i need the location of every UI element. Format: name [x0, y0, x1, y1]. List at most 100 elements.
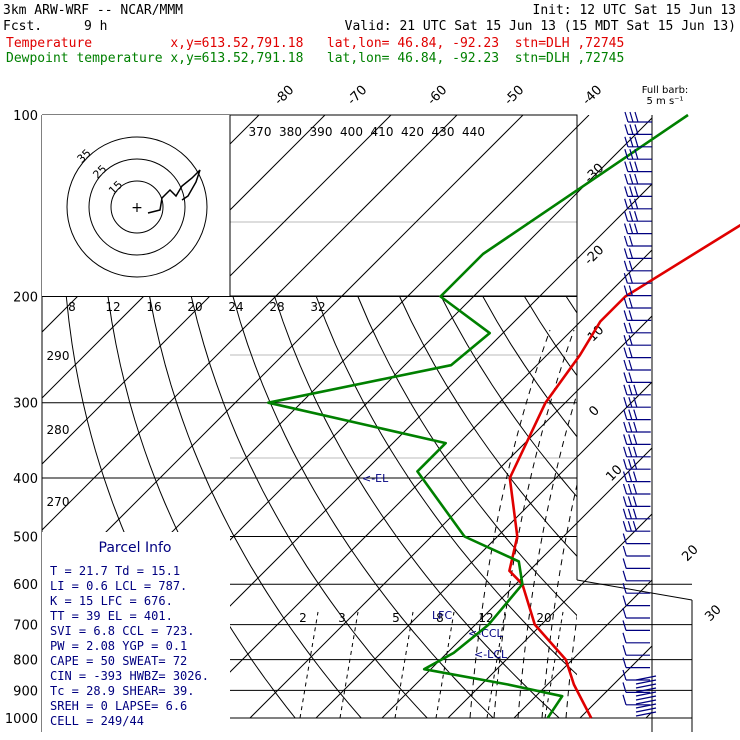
wind-barb	[624, 186, 652, 197]
parcel-info-box: Parcel Info T = 21.7 Td = 15.1LI = 0.6 LC…	[42, 532, 230, 732]
isotherm-label: -40	[580, 83, 606, 109]
wind-barb	[624, 173, 652, 185]
forecast-hour: 9 h	[84, 19, 108, 34]
wind-barb	[623, 285, 652, 297]
parcel-info-row: TT = 39 EL = 401.	[50, 609, 173, 623]
wind-barb-cluster	[635, 687, 657, 693]
wind-barb	[624, 124, 652, 135]
dry-adiabat-line	[232, 296, 494, 719]
hodograph-origin: +	[131, 200, 143, 216]
isotherm-line	[42, 115, 524, 597]
parcel-level-marker: LFC	[432, 609, 452, 622]
wind-barb	[623, 459, 651, 470]
valid-time: Valid: 21 UTC Sat 15 Jun 13 (15 MDT Sat …	[344, 19, 736, 34]
isotherm-line	[381, 447, 652, 719]
hodograph-ring	[88, 158, 186, 256]
isotherm-line	[42, 115, 458, 531]
isotherm-label: -20	[582, 243, 608, 269]
wind-barb	[623, 372, 651, 383]
wind-barb	[623, 297, 652, 309]
wind-barb	[623, 248, 652, 259]
isotherm-line	[249, 315, 652, 719]
dewpoint-legend: Dewpoint temperature x,y=613.52,791.18 l…	[6, 51, 625, 66]
pressure-tick-label: 200	[13, 291, 38, 306]
theta-label: 430	[432, 125, 455, 139]
dry-adiabat-line	[440, 296, 577, 498]
parcel-level-marker: <-CCL	[468, 627, 504, 640]
wind-barb	[624, 211, 652, 222]
wind-barb	[622, 632, 650, 644]
theta-box	[229, 114, 578, 297]
hodograph-trace	[147, 169, 201, 214]
parcel-info-row: T = 21.7 Td = 15.1	[50, 564, 180, 578]
kts-tick-label: 20	[187, 300, 202, 314]
hodograph-ring	[66, 136, 208, 278]
wind-barb-cluster	[635, 691, 657, 697]
theta-label: 420	[401, 125, 424, 139]
wind-barb	[624, 111, 652, 123]
mixing-ratio-line	[299, 611, 319, 719]
barb-legend-units: 5 m s⁻¹	[647, 96, 684, 107]
wind-barb	[623, 397, 651, 408]
hodograph-ring	[110, 180, 164, 234]
mixing-ratio-label: 3	[338, 611, 346, 625]
plot-right-edge	[576, 579, 693, 601]
mixing-ratio-line	[486, 611, 506, 719]
mixing-ratio-label: 8	[436, 611, 444, 625]
isotherm-label: 20	[679, 542, 701, 564]
wind-barb-cluster	[635, 699, 657, 705]
isotherm-label: -60	[425, 83, 451, 109]
pressure-tick-label: 400	[13, 472, 38, 487]
theta-label: 400	[340, 125, 363, 139]
parcel-info-row: LI = 0.6 LCL = 787.	[50, 579, 187, 593]
parcel-info-row: CAPE = 50 SWEAT= 72	[50, 654, 187, 668]
theta-label: 410	[371, 125, 394, 139]
dry-adiabat-line	[315, 296, 577, 676]
moist-adiabat-line	[493, 329, 575, 719]
isotherm-line	[712, 115, 740, 718]
wind-barb	[623, 335, 652, 346]
parcel-level-marker: <-EL	[362, 472, 389, 485]
temperature-legend: Temperature x,y=613.52,791.18 lat,lon= 4…	[6, 36, 625, 51]
dry-adiabat-line	[671, 269, 740, 718]
dry-adiabat-line	[357, 296, 577, 617]
theta-label-low: 290	[47, 349, 70, 363]
wind-barb	[624, 161, 652, 173]
pressure-tick-label: 1000	[5, 712, 38, 727]
wind-barb	[623, 409, 651, 421]
wind-barb-cluster	[635, 679, 657, 685]
wind-barb	[623, 446, 651, 458]
isotherm-line	[183, 249, 652, 719]
dry-adiabat-line	[398, 296, 577, 558]
dewpoint-profile	[267, 113, 689, 719]
wind-barb	[622, 657, 650, 669]
wind-barb	[623, 310, 652, 321]
isotherm-line	[42, 115, 392, 465]
mixing-ratio-line	[339, 611, 359, 719]
parcel-info-row: CIN = -393 HWBZ= 3026.	[50, 669, 209, 683]
wind-barb	[622, 694, 650, 706]
parcel-info-row: Tc = 28.9 SHEAR= 39.	[50, 684, 195, 698]
wind-barb	[622, 595, 651, 607]
pressure-tick-label: 900	[13, 684, 38, 699]
wind-barb	[623, 434, 651, 445]
wind-barb	[624, 149, 652, 160]
parcel-info-row: K = 15 LFC = 676.	[50, 594, 173, 608]
wind-barb	[623, 260, 652, 272]
kts-tick-label: 24	[228, 300, 243, 314]
kts-tick-label: 32	[310, 300, 325, 314]
mixing-ratio-label: 2	[299, 611, 307, 625]
pressure-tick-label: 700	[13, 619, 38, 634]
mixing-ratio-label: 5	[392, 611, 400, 625]
pressure-tick-label: 600	[13, 578, 38, 593]
pressure-tick-label: 100	[13, 109, 38, 124]
theta-label: 380	[279, 125, 302, 139]
pressure-tick-label: 500	[13, 530, 38, 545]
wind-barb-cluster	[635, 675, 657, 681]
wind-barb	[623, 235, 652, 247]
isotherm-line	[315, 381, 652, 719]
isotherm-label: 0	[586, 403, 602, 419]
wind-barb-cluster	[635, 703, 657, 709]
theta-label-low: 270	[47, 495, 70, 509]
